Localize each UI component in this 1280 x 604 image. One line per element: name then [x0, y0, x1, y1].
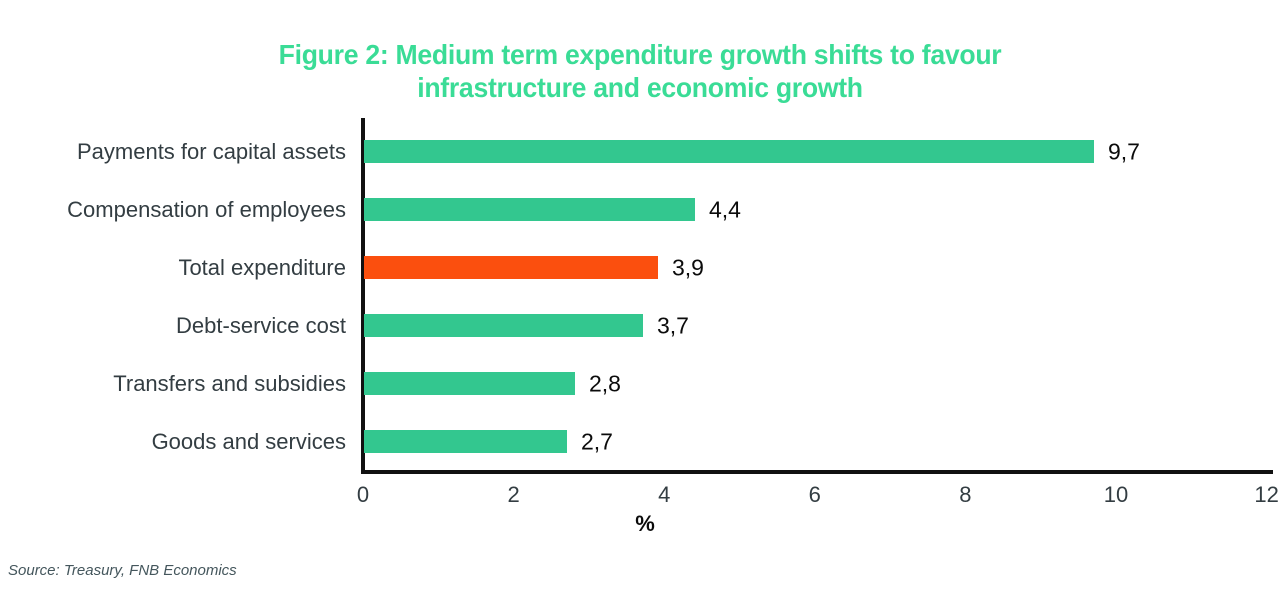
- value-label: 4,4: [709, 196, 741, 222]
- bar-total-expenditure: [364, 256, 658, 279]
- y-axis-line: [361, 118, 365, 474]
- bar-compensation-of-employees: [364, 198, 695, 221]
- x-tick-label: 0: [356, 482, 370, 507]
- source-note: Source: Treasury, FNB Economics: [8, 562, 237, 579]
- bar-debt-service-cost: [364, 314, 643, 337]
- chart-title-line-2: infrastructure and economic growth: [417, 72, 863, 103]
- value-label: 2,8: [589, 370, 621, 396]
- bar-goods-and-services: [364, 430, 567, 453]
- category-label: Goods and services: [151, 428, 346, 454]
- category-label: Payments for capital assets: [76, 138, 346, 164]
- x-axis-title: %: [635, 511, 655, 536]
- x-tick-label: 4: [658, 482, 671, 507]
- category-label: Transfers and subsidies: [113, 370, 346, 396]
- x-tick-label: 2: [507, 482, 520, 507]
- x-axis-line: [361, 470, 1273, 474]
- value-label: 2,7: [581, 428, 613, 454]
- category-label: Total expenditure: [178, 254, 346, 280]
- value-label: 9,7: [1108, 138, 1140, 164]
- x-tick-label: 8: [959, 482, 972, 507]
- x-tick-label: 12: [1254, 482, 1279, 507]
- chart-title: Figure 2: Medium term expenditure growth…: [32, 38, 1248, 104]
- x-tick-label: 10: [1103, 482, 1129, 507]
- category-label: Debt-service cost: [176, 312, 346, 338]
- bar-payments-for-capital-assets: [364, 140, 1094, 163]
- value-label: 3,7: [657, 312, 689, 338]
- value-label: 3,9: [672, 254, 704, 280]
- bar-transfers-and-subsidies: [364, 372, 575, 395]
- chart-title-line-1: Figure 2: Medium term expenditure growth…: [278, 39, 1002, 70]
- x-tick-label: 6: [808, 482, 821, 507]
- category-label: Compensation of employees: [67, 196, 346, 222]
